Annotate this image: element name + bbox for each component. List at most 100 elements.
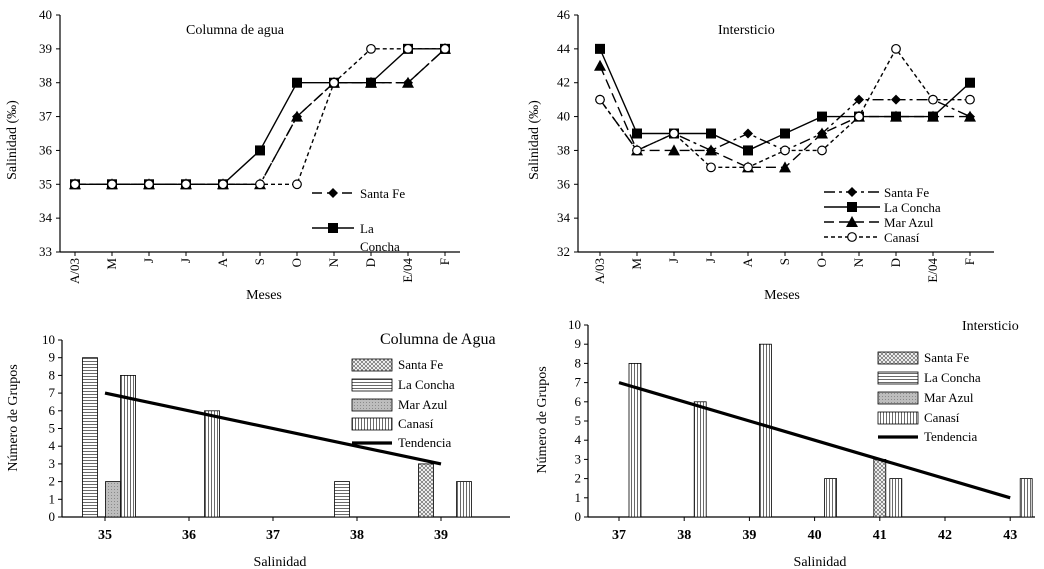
c2-y-tick-label-32: 32 (557, 244, 570, 259)
chart4-legend-label-canasi: Canasí (924, 410, 960, 425)
c3-bar-1-0 (82, 357, 98, 518)
c2-series-1-point-6 (817, 111, 827, 122)
c2-series-1-point-0 (595, 43, 605, 54)
c1-series-3-point-9 (403, 43, 413, 54)
chart2-legend-label-mar-azul: Mar Azul (884, 215, 934, 230)
c2-x-tick-label-10: F (962, 258, 977, 265)
chart4-legend-label-la-concha: La Concha (924, 370, 981, 385)
c1-series-3-point-5 (255, 179, 265, 190)
c2-x-tick-label-3: J (703, 258, 718, 263)
c2-series-3-point-6 (817, 145, 827, 156)
c2-y-tick-label-34: 34 (557, 210, 571, 225)
chart4-legend-label-santa-fe: Santa Fe (924, 350, 969, 365)
c1-x-tick-label-3: J (178, 258, 193, 263)
c1-x-tick-label-6: O (289, 258, 304, 267)
chart4-legend: Santa Fe La Concha Mar Azul Canasí Tende… (877, 350, 981, 444)
c1-x-tick-label-4: A (215, 257, 230, 267)
chart-columna-agua-lines: 33 34 35 36 37 38 39 40 A/03 M J J A S O N D E/04 F Column… (5, 7, 460, 303)
c1-series-3-point-4 (218, 179, 228, 190)
chart3-legend-label-canasi: Canasí (398, 416, 434, 431)
c4-x-tick-label-3: 40 (808, 528, 822, 543)
c2-x-tick-label-6: O (814, 258, 829, 267)
chart3-legend-label-tendencia: Tendencia (398, 435, 451, 450)
chart-intersticio-lines: 32 34 36 38 40 42 44 46 A/03 M J J A S O N D E/04 F Inters… (527, 7, 994, 303)
c1-series-2-point-6 (291, 110, 303, 122)
c1-series-3-point-8 (366, 43, 376, 54)
c2-x-tick-label-5: S (777, 258, 792, 265)
c3-bar-3-1 (204, 410, 220, 518)
c2-series-2-point-6 (816, 127, 828, 139)
c1-legend-marker-1 (328, 223, 338, 233)
c2-legend-marker-2 (846, 216, 858, 227)
chart1-legend-label-concha: Concha (360, 239, 400, 254)
c1-series-2-line (75, 48, 446, 185)
chart3-x-label: Salinidad (254, 555, 307, 569)
c4-x-tick-label-0: 37 (612, 528, 626, 543)
c3-y-tick-label-0: 0 (49, 509, 56, 524)
c4-x-tick-label-4: 41 (873, 528, 887, 543)
c4-bar-0-4 (873, 458, 887, 518)
chart2-legend: Santa Fe La Concha Mar Azul Canasí (824, 185, 941, 245)
c1-x-tick-label-7: N (326, 257, 341, 267)
c3-y-tick-label-10: 10 (42, 332, 55, 347)
c2-y-tick-label-44: 44 (557, 41, 571, 56)
c1-series-3-point-7 (329, 77, 339, 88)
c4-bar-3-0 (628, 362, 642, 518)
c3-legend-swatch-1 (351, 378, 393, 392)
c2-y-tick-label-40: 40 (557, 109, 570, 124)
c1-series-3-point-6 (292, 179, 302, 190)
c4-bar-3-4 (889, 478, 903, 518)
c2-series-0-point-4 (743, 128, 753, 139)
c4-y-tick-label-0: 0 (575, 509, 582, 524)
c4-y-tick-label-5: 5 (575, 413, 582, 428)
chart-columna-agua-bars: 0 1 2 3 4 5 6 7 8 9 10 35 36 37 38 39 Columna de Agua S… (6, 331, 510, 569)
c4-bar-3-6 (1019, 478, 1033, 518)
c1-series-2-point-8 (365, 76, 377, 88)
chart3-legend-label-la-concha: La Concha (398, 377, 455, 392)
c2-series-2-point-8 (890, 110, 902, 122)
chart3-legend: Santa Fe La Concha Mar Azul Canasí Tende… (351, 357, 455, 450)
c3-y-tick-label-1: 1 (49, 491, 56, 506)
c3-y-tick-label-6: 6 (49, 403, 56, 418)
c4-x-tick-label-5: 42 (938, 528, 952, 543)
c3-legend-swatch-3 (351, 417, 393, 431)
c1-series-1-point-5 (255, 145, 265, 156)
c2-y-tick-label-42: 42 (557, 75, 570, 90)
c3-y-tick-label-5: 5 (49, 421, 56, 436)
c1-series-0-line (75, 48, 446, 185)
c4-y-tick-label-1: 1 (575, 490, 582, 505)
c4-y-tick-label-2: 2 (575, 471, 582, 486)
chart2-legend-label-la-concha: La Concha (884, 200, 941, 215)
c3-y-tick-label-7: 7 (49, 385, 56, 400)
c3-bar-1-3 (334, 481, 350, 518)
c2-legend-marker-0 (847, 187, 857, 197)
c3-x-tick-label-2: 37 (266, 528, 280, 543)
c4-x-tick-label-1: 38 (677, 528, 691, 543)
c4-y-tick-label-4: 4 (575, 432, 582, 447)
c1-series-3-point-10 (440, 43, 450, 54)
c2-series-2-point-2 (668, 144, 680, 156)
c2-legend-marker-1 (847, 202, 857, 212)
c1-y-tick-label-34: 34 (39, 210, 53, 225)
c2-y-tick-label-46: 46 (557, 7, 571, 22)
chart1-title: Columna de agua (186, 23, 285, 38)
c2-series-3-point-7 (854, 111, 864, 122)
c3-legend-swatch-0 (351, 358, 393, 372)
chart-intersticio-bars: 0 1 2 3 4 5 6 7 8 9 10 37 38 39 40 41 42 43 Intersticio S… (535, 317, 1035, 569)
c2-legend-marker-3 (847, 232, 857, 242)
c4-y-tick-label-3: 3 (575, 451, 582, 466)
c2-series-3-point-4 (743, 162, 753, 173)
c1-x-tick-label-5: S (252, 258, 267, 265)
c3-y-tick-label-8: 8 (49, 367, 56, 382)
c1-x-tick-label-10: F (437, 258, 452, 265)
c1-series-3-point-0 (70, 179, 80, 190)
c1-series-2-point-9 (402, 76, 414, 88)
chart1-y-label: Salinidad (‰) (5, 100, 20, 180)
c3-trend-line (104, 391, 442, 466)
c4-x-tick-label-6: 43 (1003, 528, 1017, 543)
c1-y-tick-label-40: 40 (39, 7, 52, 22)
c4-bar-3-3 (824, 478, 837, 518)
c2-x-tick-label-0: A/03 (592, 258, 607, 284)
c3-x-tick-label-0: 35 (98, 528, 112, 543)
